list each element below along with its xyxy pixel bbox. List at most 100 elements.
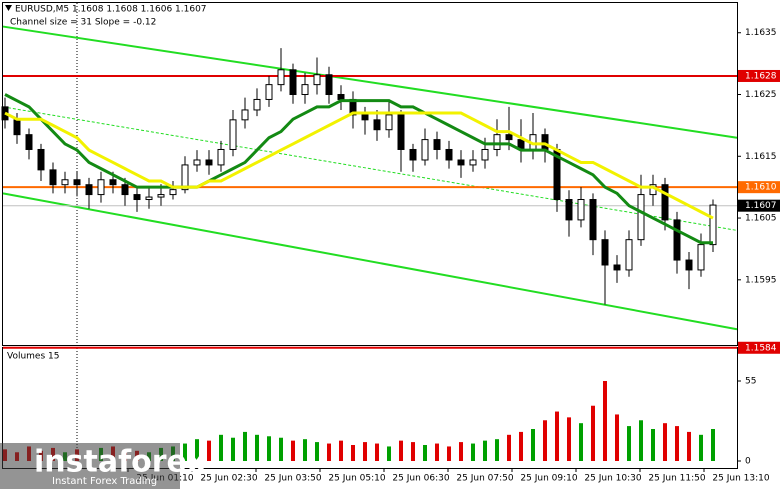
- candle-body: [601, 239, 609, 266]
- candle-body: [241, 109, 249, 121]
- y-tick-label: 1.1625: [745, 90, 777, 100]
- plot-layer: 1.1635 1.1625 1.1615 1.1605 1.1595 1.1628 1.16…: [1, 25, 780, 484]
- chart-title: EURUSD,M5 1.1608 1.1608 1.1606 1.1607: [15, 5, 207, 15]
- candle-body: [661, 184, 669, 221]
- y-tick-label: 55: [745, 377, 756, 387]
- x-tick-label: 25 Jun 07:50: [456, 474, 513, 484]
- x-tick-label: 25 Jun 06:30: [392, 474, 449, 484]
- candle-body: [385, 114, 393, 131]
- candle-body: [505, 134, 513, 141]
- volume-bar: [687, 431, 691, 461]
- candle-body: [397, 114, 405, 150]
- volume-bar: [651, 429, 655, 461]
- volume-bar: [243, 431, 247, 461]
- volume-bar: [495, 439, 499, 461]
- volume-bar: [459, 442, 463, 461]
- candle-body: [37, 148, 45, 171]
- level-box: [738, 69, 780, 82]
- candle-body: [613, 264, 621, 271]
- volume-bar: [339, 440, 343, 461]
- volume-bar: [279, 437, 283, 461]
- volume-bar: [711, 429, 715, 461]
- volume-bar: [507, 434, 511, 461]
- volume-bar: [591, 405, 595, 461]
- volume-bar: [315, 442, 319, 461]
- level-label: 1.1607: [745, 201, 777, 211]
- volume-bar: [291, 440, 295, 461]
- watermark-brand: instaforex: [34, 445, 206, 480]
- volume-bar: [663, 423, 667, 461]
- candle-body: [361, 114, 369, 121]
- volume-bar: [567, 417, 571, 461]
- watermark-tagline: Instant Forex Trading: [52, 476, 157, 487]
- moving-average: [4, 93, 713, 245]
- volume-title: Volumes 15: [7, 352, 59, 362]
- volume-bar: [423, 445, 427, 461]
- volume-bar: [267, 436, 271, 461]
- x-tick-label: 25 Jun 09:10: [520, 474, 577, 484]
- candle-body: [25, 134, 33, 150]
- level-label: 1.1584: [745, 343, 777, 353]
- candle-body: [217, 148, 225, 166]
- volume-bar: [627, 426, 631, 461]
- y-tick-label: 1.1615: [745, 152, 777, 162]
- candle-body: [637, 194, 645, 241]
- y-tick-label: 0: [745, 457, 751, 467]
- candle-body: [313, 74, 321, 86]
- volume-bar: [639, 420, 643, 461]
- x-tick-label: 25 Jun 02:30: [200, 474, 257, 484]
- volume-bar: [219, 434, 223, 461]
- volume-bar: [387, 446, 391, 461]
- volume-bar: [303, 439, 307, 461]
- candle-body: [49, 169, 57, 186]
- candle-body: [289, 69, 297, 96]
- candle-body: [541, 134, 549, 150]
- x-tick-label: 25 Jun 03:50: [264, 474, 321, 484]
- level-label: 1.1610: [745, 183, 777, 193]
- candle-body: [133, 194, 141, 201]
- volume-bar: [411, 442, 415, 461]
- candle-body: [325, 74, 333, 96]
- candle-body: [673, 219, 681, 261]
- level-box: [738, 181, 780, 194]
- candle-body: [109, 179, 117, 186]
- candle-body: [193, 159, 201, 166]
- level-box: [738, 341, 780, 354]
- candle-body: [337, 94, 345, 100]
- candle-body: [253, 98, 261, 111]
- candle-body: [277, 69, 285, 86]
- volume-bar: [447, 446, 451, 461]
- candle-body: [589, 199, 597, 241]
- candle-body: [445, 148, 453, 161]
- candle-body: [157, 194, 165, 198]
- volume-bar: [195, 439, 199, 461]
- candle-body: [409, 148, 417, 161]
- candle-body: [373, 119, 381, 131]
- volume-bar: [471, 443, 475, 461]
- candle-body: [433, 139, 441, 150]
- candle-body: [13, 119, 21, 136]
- volume-bar: [699, 434, 703, 461]
- price-panel: [2, 2, 738, 346]
- candle-body: [685, 259, 693, 271]
- candle-body: [97, 179, 105, 196]
- candle-body: [469, 159, 477, 166]
- candle-body: [229, 119, 237, 150]
- candle-body: [145, 196, 153, 201]
- candle-body: [493, 134, 501, 150]
- volume-bar: [255, 434, 259, 461]
- candle-body: [85, 184, 93, 196]
- volume-bar: [675, 426, 679, 461]
- level-box: [738, 199, 780, 212]
- candle-body: [697, 244, 705, 271]
- volume-bar: [327, 443, 331, 461]
- volume-bar: [603, 381, 607, 461]
- volume-bar: [543, 420, 547, 461]
- candle-body: [577, 199, 585, 221]
- channel-line: [2, 192, 738, 331]
- candle-body: [121, 184, 129, 196]
- y-tick-label: 1.1595: [745, 275, 777, 285]
- arrow-icon: [5, 5, 12, 11]
- candle-body: [625, 239, 633, 271]
